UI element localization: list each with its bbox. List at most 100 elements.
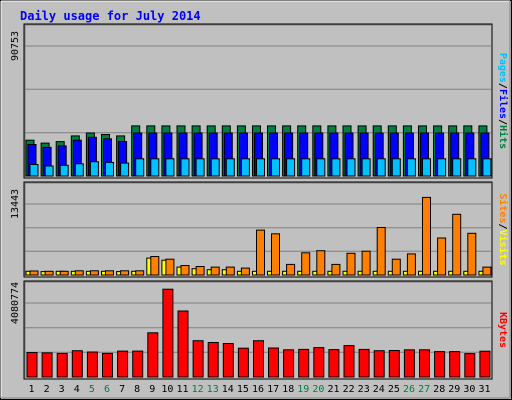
x-tick-label: 19 <box>297 384 309 395</box>
x-tick-label: 12 <box>192 384 204 395</box>
bar-sites <box>346 252 356 276</box>
bar-pages <box>59 164 69 177</box>
x-tick-label: 29 <box>448 384 460 395</box>
bar-sites <box>195 266 205 276</box>
bar-sites <box>105 270 114 276</box>
x-tick-label: 9 <box>149 384 155 395</box>
bottom-panel-ylabel: KBytes <box>497 312 508 348</box>
bar-pages <box>150 158 160 177</box>
x-tick-label: 22 <box>343 384 355 395</box>
x-tick-label: 25 <box>388 384 400 395</box>
bar-sites <box>271 233 280 276</box>
x-axis-labels: 1 2 3 4 5 6 7 8 9 10 11 12 13 14 15 16 17 18 19 20 21 22 23 24 2… <box>28 384 490 395</box>
bar-kbytes <box>388 350 400 378</box>
x-tick-label: 2 <box>44 384 50 395</box>
bar-kbytes <box>117 350 129 378</box>
bar-kbytes <box>449 351 461 378</box>
bar-sites <box>331 263 341 276</box>
bar-pages <box>346 158 356 177</box>
x-tick-label: 11 <box>176 384 188 395</box>
bar-kbytes <box>222 343 234 378</box>
bar-pages <box>89 161 99 177</box>
bar-kbytes <box>358 348 370 378</box>
bar-pages <box>271 158 280 177</box>
bottom-panel-ymax-label: 4080774 <box>10 282 21 324</box>
bar-kbytes <box>373 350 385 378</box>
bar-sites <box>286 263 296 276</box>
mid-panel-ylabel-visits: Visits <box>497 230 509 266</box>
chart-title: Daily usage for July 2014 <box>20 9 201 23</box>
bar-kbytes <box>479 350 491 378</box>
bar-pages <box>301 158 311 177</box>
x-tick-label: 7 <box>119 384 125 395</box>
bar-kbytes <box>237 347 249 378</box>
bar-sites <box>120 270 130 276</box>
bar-pages <box>210 158 220 177</box>
bar-sites <box>180 265 190 276</box>
bar-kbytes <box>268 347 279 378</box>
bar-kbytes <box>313 347 325 378</box>
bar-sites <box>452 213 462 276</box>
bar-sites <box>316 250 326 276</box>
bar-sites <box>482 266 492 276</box>
bar-sites <box>135 270 145 276</box>
x-tick-label: 31 <box>478 384 490 395</box>
bar-kbytes <box>86 351 98 378</box>
x-tick-label: 23 <box>358 384 370 395</box>
x-tick-label: 17 <box>267 384 279 395</box>
bar-sites <box>225 266 235 276</box>
x-tick-label: 20 <box>312 384 324 395</box>
bar-pages <box>482 158 492 177</box>
x-tick-label: 14 <box>222 384 234 395</box>
bar-sites <box>59 270 69 276</box>
bar-pages <box>422 158 431 177</box>
x-tick-label: 1 <box>28 384 34 395</box>
x-tick-label: 30 <box>463 384 475 395</box>
x-tick-label: 18 <box>282 384 294 395</box>
bar-sites <box>391 258 401 276</box>
bar-kbytes <box>253 340 264 378</box>
bar-pages <box>44 165 54 177</box>
panel-visits-sites: 13443 Sites/Visits <box>10 181 509 278</box>
bar-sites <box>376 227 386 276</box>
bar-pages <box>286 158 296 177</box>
bar-sites <box>437 237 447 276</box>
bar-pages <box>180 158 190 177</box>
mid-panel-ylabel-sep: / <box>497 223 508 229</box>
panel-kbytes: 4080774 KBytes <box>10 280 508 380</box>
bar-sites <box>467 232 477 276</box>
bar-kbytes <box>298 348 310 378</box>
bar-kbytes <box>26 352 38 378</box>
bar-pages <box>361 158 371 177</box>
bar-pages <box>240 158 250 177</box>
bar-sites <box>89 270 99 276</box>
bar-sites <box>150 256 160 276</box>
bar-sites <box>210 266 220 276</box>
bar-kbytes <box>192 340 204 378</box>
x-tick-label: 15 <box>237 384 249 395</box>
bar-kbytes <box>283 349 295 378</box>
top-panel-ylabel-hits: Hits <box>497 125 509 149</box>
x-tick-label: 8 <box>134 384 140 395</box>
x-tick-label: 13 <box>207 384 219 395</box>
bar-sites <box>406 253 416 276</box>
bar-sites <box>165 258 175 276</box>
bar-kbytes <box>207 342 219 378</box>
x-tick-label: 3 <box>59 384 65 395</box>
top-panel-ymax-label: 90753 <box>10 31 21 61</box>
x-tick-label: 4 <box>74 384 80 395</box>
x-tick-label: 28 <box>433 384 445 395</box>
bar-kbytes <box>343 345 355 378</box>
bar-sites <box>422 196 431 276</box>
bar-pages <box>406 158 416 177</box>
mid-panel-ylabel-sites: Sites <box>497 193 509 223</box>
bar-pages <box>135 158 145 177</box>
bar-sites <box>240 267 250 276</box>
bar-pages <box>256 158 265 177</box>
bar-sites <box>256 229 265 276</box>
bar-sites <box>301 252 311 276</box>
bar-kbytes <box>328 349 340 378</box>
bar-kbytes <box>102 352 113 378</box>
top-panel-ylabel-pages: Pages <box>497 53 508 83</box>
